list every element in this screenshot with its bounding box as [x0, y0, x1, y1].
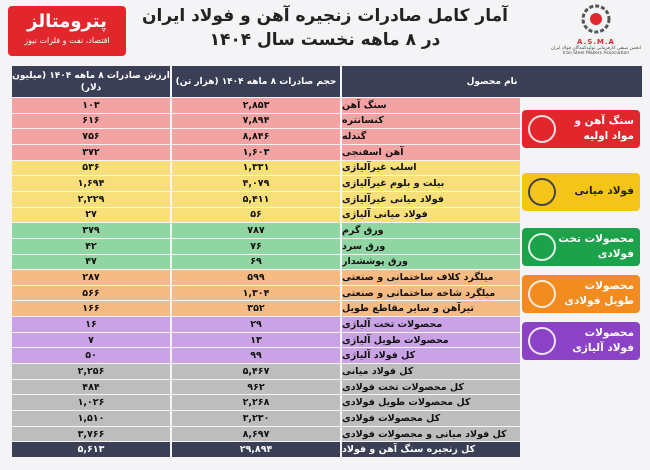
- product-name: ورق پوششدار: [342, 254, 520, 270]
- export-value: ۵,۶۱۳: [12, 442, 170, 457]
- product-name: میلگرد کلاف ساختمانی و صنعتی: [342, 270, 520, 285]
- product-name: کل فولاد میانی: [342, 364, 520, 379]
- group-icon: [528, 177, 556, 206]
- export-value: ۲,۲۵۶: [12, 364, 170, 379]
- association-acronym: A.S.M.A: [577, 38, 615, 46]
- export-value: ۴۷: [12, 254, 170, 270]
- export-volume: ۵,۴۱۱: [172, 191, 340, 207]
- product-name: کل زنجیره سنگ آهن و فولاد: [342, 442, 520, 457]
- export-value: ۲,۲۲۹: [12, 191, 170, 207]
- export-volume: ۸,۸۴۶: [172, 129, 340, 144]
- export-volume: ۸,۶۹۷: [172, 426, 340, 442]
- group-label: محصولات طویل فولادی: [522, 274, 640, 313]
- export-value: ۳,۷۶۶: [12, 426, 170, 442]
- product-name: محصولات طویل آلیاژی: [342, 332, 520, 348]
- export-value: ۵۳۶: [12, 160, 170, 176]
- export-volume: ۹۹: [172, 348, 340, 364]
- group-icon: [528, 279, 556, 308]
- export-volume: ۱,۳۰۴: [172, 285, 340, 301]
- export-volume: ۴,۰۷۹: [172, 176, 340, 191]
- product-name: کنسانتره: [342, 113, 520, 129]
- export-volume: ۵۶: [172, 207, 340, 223]
- product-name: میلگرد شاخه ساختمانی و صنعتی: [342, 285, 520, 301]
- export-value: ۵۰: [12, 348, 170, 364]
- group-label-text: محصولات طویل فولادی: [564, 279, 634, 307]
- association-name: انجمن صنفی کارفرمایی تولیدکنندگان فولاد …: [550, 46, 642, 51]
- export-value: ۳۷۹: [12, 223, 170, 238]
- product-name: کل فولاد میانی و محصولات فولادی: [342, 426, 520, 442]
- export-value: ۱۰۳: [12, 98, 170, 113]
- export-volume: ۹۶۲: [172, 379, 340, 395]
- export-value: ۵۶۶: [12, 285, 170, 301]
- brand-name: پترومتالز: [27, 11, 107, 32]
- product-name: تیرآهن و سایر مقاطع طویل: [342, 301, 520, 317]
- product-name: آهن اسفنجی: [342, 144, 520, 160]
- subtitle: در ۸ ماهه نخست سال ۱۴۰۴: [209, 30, 441, 50]
- export-value: ۷: [12, 332, 170, 348]
- export-volume: ۲,۲۶۸: [172, 395, 340, 411]
- product-name: گندله: [342, 129, 520, 144]
- association-emblem: [581, 4, 611, 34]
- export-value: ۷۵۶: [12, 129, 170, 144]
- export-volume: ۳,۲۳۰: [172, 411, 340, 426]
- group-label-text: سنگ آهن و مواد اولیه: [574, 115, 634, 143]
- export-volume: ۷,۸۹۴: [172, 113, 340, 129]
- group-icon: [528, 326, 556, 355]
- group-label: فولاد میانی: [522, 172, 640, 211]
- export-volume: ۵۹۹: [172, 270, 340, 285]
- group-icon: [528, 232, 556, 261]
- export-value: ۱,۵۱۰: [12, 411, 170, 426]
- export-value: ۱۶۶: [12, 301, 170, 317]
- export-value: ۴۸۴: [12, 379, 170, 395]
- product-name: محصولات تخت آلیاژی: [342, 317, 520, 332]
- product-name: ورق گرم: [342, 223, 520, 238]
- export-value: ۲۸۷: [12, 270, 170, 285]
- export-value: ۱,۶۹۴: [12, 176, 170, 191]
- product-name: کل محصولات طویل فولادی: [342, 395, 520, 411]
- export-volume: ۱۳: [172, 332, 340, 348]
- product-name: سنگ آهن: [342, 98, 520, 113]
- association-english: Iran Steel Makers Association: [562, 51, 630, 56]
- product-name: کل محصولات فولادی: [342, 411, 520, 426]
- product-name: کل فولاد آلیاژی: [342, 348, 520, 364]
- product-name: فولاد میانی غیرآلیاژی: [342, 191, 520, 207]
- export-volume: ۷۸۷: [172, 223, 340, 238]
- title-block: آمار کامل صادرات زنجیره آهن و فولاد ایرا…: [140, 6, 510, 50]
- group-label-text: محصولات تخت فولادی: [558, 232, 634, 260]
- export-volume: ۶۹: [172, 254, 340, 270]
- product-name: ورق سرد: [342, 238, 520, 254]
- group-icon: [528, 115, 556, 144]
- product-name: بیلت و بلوم غیرآلیاژی: [342, 176, 520, 191]
- export-value: ۱۶: [12, 317, 170, 332]
- product-name: فولاد میانی آلیاژی: [342, 207, 520, 223]
- export-value: ۲۷: [12, 207, 170, 223]
- group-label: محصولات تخت فولادی: [522, 227, 640, 266]
- column-header: ارزش صادرات ۸ ماهه ۱۴۰۴ (میلیون دلار): [12, 66, 170, 97]
- export-volume: ۲۹: [172, 317, 340, 332]
- column-header: نام محصول: [342, 66, 642, 97]
- title: آمار کامل صادرات زنجیره آهن و فولاد ایرا…: [142, 6, 508, 26]
- association-logo: A.S.M.A انجمن صنفی کارفرمایی تولیدکنندگا…: [548, 4, 644, 62]
- group-label-text: محصولات فولاد آلیاژی: [572, 326, 634, 354]
- export-volume: ۵,۴۶۷: [172, 364, 340, 379]
- brand-tagline: اقتصاد، نفت و فلزات نیوز: [24, 36, 110, 45]
- group-label: سنگ آهن و مواد اولیه: [522, 110, 640, 149]
- export-volume: ۳۵۲: [172, 301, 340, 317]
- export-value: ۴۲: [12, 238, 170, 254]
- brand-logo: پترومتالز اقتصاد، نفت و فلزات نیوز: [8, 6, 126, 56]
- group-label: محصولات فولاد آلیاژی: [522, 321, 640, 360]
- export-value: ۶۱۶: [12, 113, 170, 129]
- export-value: ۳۷۲: [12, 144, 170, 160]
- export-volume: ۱,۶۰۳: [172, 144, 340, 160]
- export-volume: ۱,۳۳۱: [172, 160, 340, 176]
- product-name: اسلب غیرآلیاژی: [342, 160, 520, 176]
- export-volume: ۲,۸۵۳: [172, 98, 340, 113]
- group-label-text: فولاد میانی: [574, 185, 634, 198]
- column-header: حجم صادرات ۸ ماهه ۱۴۰۴ (هزار تن): [172, 66, 340, 97]
- export-volume: ۷۶: [172, 238, 340, 254]
- export-value: ۱,۰۲۶: [12, 395, 170, 411]
- product-name: کل محصولات تخت فولادی: [342, 379, 520, 395]
- export-volume: ۲۹,۸۹۴: [172, 442, 340, 457]
